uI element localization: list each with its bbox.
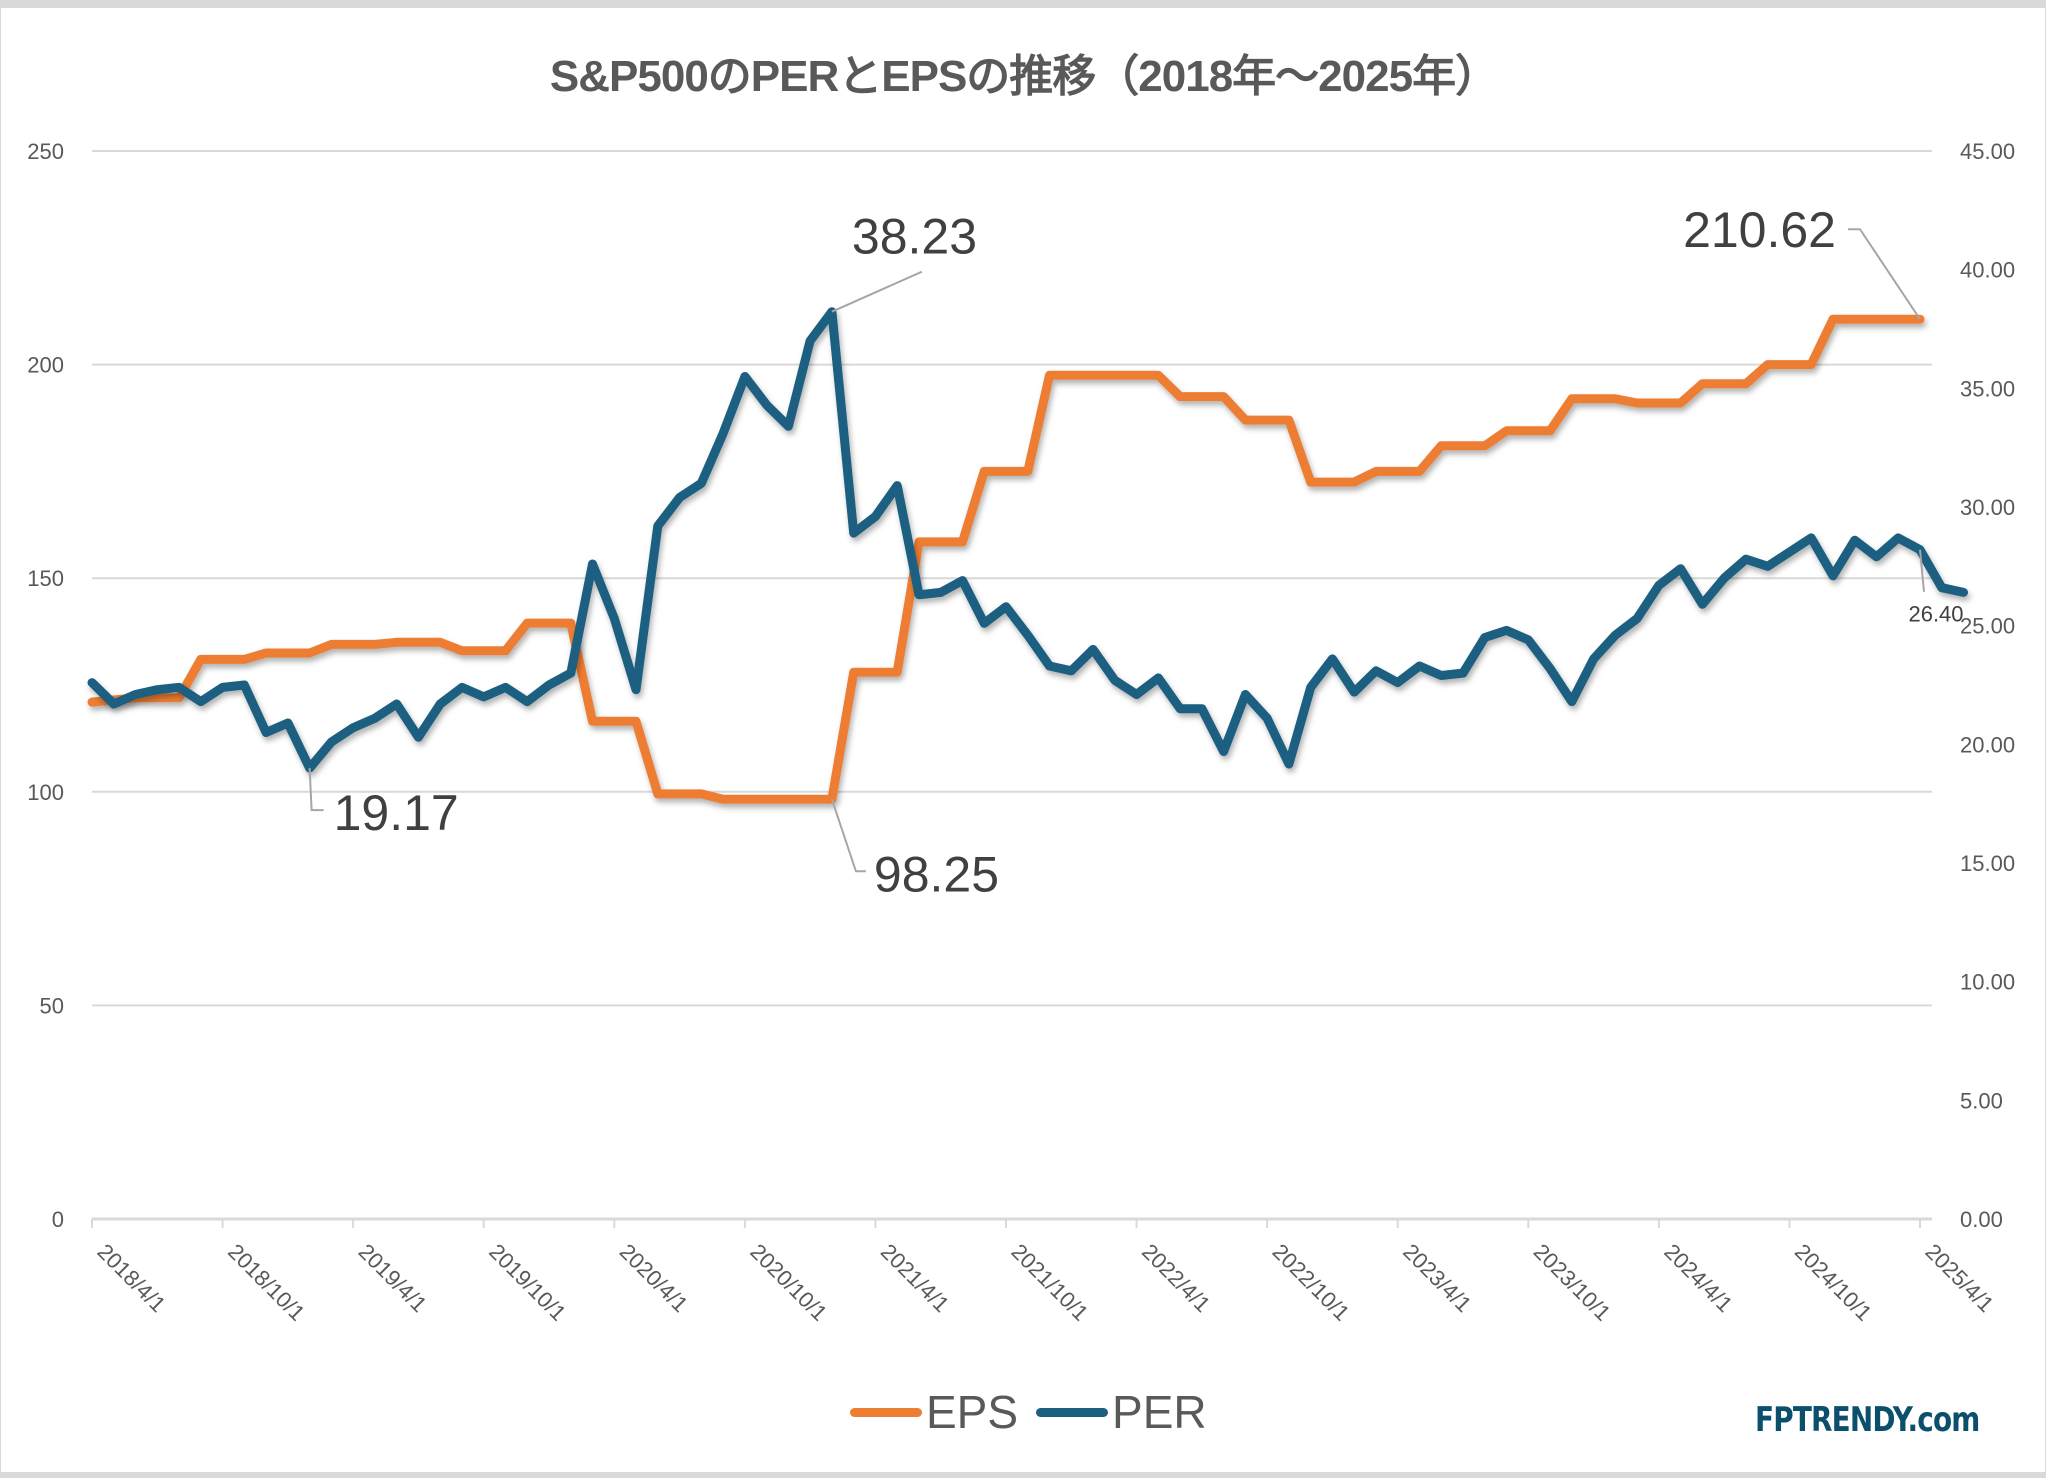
- series-line-eps[interactable]: [87, 314, 1925, 804]
- legend-item-per[interactable]: PER: [1036, 1385, 1207, 1439]
- legend-label-eps: EPS: [926, 1386, 1019, 1438]
- right-tick-label: 0.00: [1960, 1207, 2003, 1232]
- x-tick-label: 2022/10/1: [1268, 1239, 1355, 1326]
- annotation-per-max: 38.23: [852, 209, 977, 265]
- data-annotations: 38.23 98.25 19.17 210.62 26.40: [308, 202, 1964, 902]
- x-tick-label: 2020/4/1: [615, 1239, 693, 1317]
- right-tick-label: 40.00: [1960, 258, 2015, 283]
- x-tick-label: 2025/4/1: [1920, 1239, 1998, 1317]
- gridlines: [92, 150, 1932, 1007]
- right-tick-label: 20.00: [1960, 732, 2015, 757]
- annotation-eps-last: 210.62: [1683, 202, 1836, 258]
- left-tick-label: 150: [27, 566, 64, 591]
- x-tick-label: 2020/10/1: [745, 1239, 832, 1326]
- right-tick-label: 10.00: [1960, 970, 2015, 995]
- right-tick-label: 30.00: [1960, 495, 2015, 520]
- x-tick-label: 2018/10/1: [223, 1239, 310, 1326]
- right-tick-label: 25.00: [1960, 614, 2015, 639]
- left-tick-label: 50: [40, 993, 64, 1018]
- right-tick-label: 45.00: [1960, 139, 2015, 164]
- x-tick-label: 2018/4/1: [92, 1239, 170, 1317]
- right-tick-label: 5.00: [1960, 1088, 2003, 1113]
- legend-item-eps[interactable]: EPS: [850, 1385, 1018, 1439]
- x-axis: 2018/4/1 2018/10/1 2019/4/1 2019/10/1 2020/4…: [91, 1217, 1999, 1326]
- left-tick-label: 0: [52, 1207, 64, 1232]
- left-tick-label: 250: [27, 139, 64, 164]
- legend-label-per: PER: [1112, 1386, 1207, 1438]
- brand-watermark: FPTRENDY.com: [1755, 1400, 1980, 1440]
- left-tick-label: 100: [27, 780, 64, 805]
- x-tick-label: 2019/4/1: [354, 1239, 432, 1317]
- right-tick-label: 15.00: [1960, 851, 2015, 876]
- annotation-per-last: 26.40: [1908, 602, 1963, 627]
- per-line-swatch-icon: [1036, 1407, 1109, 1417]
- legend: EPS PER: [850, 1385, 1207, 1439]
- right-axis: 0.00 5.00 10.00 15.00 20.00 25.00 30.00 35.00 40…: [1960, 139, 2015, 1232]
- annotation-eps-min: 98.25: [874, 846, 999, 902]
- x-tick-label: 2023/4/1: [1398, 1239, 1476, 1317]
- annotation-per-min: 19.17: [334, 785, 459, 841]
- left-axis: 0 50 100 150 200 250: [27, 139, 64, 1232]
- series-lines: [87, 307, 1968, 804]
- x-tick-label: 2021/10/1: [1006, 1239, 1093, 1326]
- eps-line-swatch-icon: [850, 1407, 922, 1417]
- x-tick-label: 2022/4/1: [1137, 1239, 1215, 1317]
- chart-title: S&P500のPERとEPSの推移（2018年～2025年）: [549, 52, 1499, 101]
- x-tick-label: 2024/10/1: [1790, 1239, 1877, 1326]
- right-tick-label: 35.00: [1960, 376, 2015, 401]
- x-tick-label: 2021/4/1: [876, 1239, 954, 1317]
- series-line-per[interactable]: [87, 307, 1968, 773]
- x-tick-label: 2024/4/1: [1659, 1239, 1737, 1317]
- x-tick-label: 2019/10/1: [484, 1239, 571, 1326]
- x-tick-label: 2023/10/1: [1529, 1239, 1616, 1326]
- left-tick-label: 200: [27, 353, 64, 378]
